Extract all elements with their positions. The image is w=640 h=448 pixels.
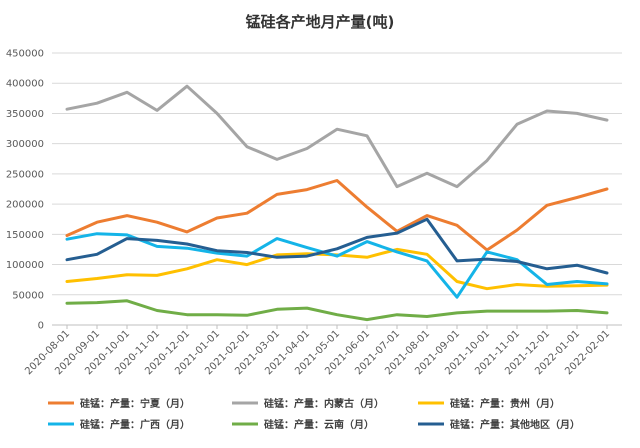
y-tick-label: 400000 [6,79,44,90]
legend-label: 硅锰：产量：广西（月） [80,418,190,431]
y-tick-label: 100000 [6,260,44,271]
y-tick-label: 200000 [6,200,44,211]
legend-label: 硅锰：产量：宁夏（月） [80,397,190,410]
legend-label: 硅锰：产量：内蒙古（月） [264,397,384,410]
y-axis: 0 50000 100000 150000 200000 250000 300000 3500… [6,49,44,332]
y-tick-label: 50000 [12,290,44,301]
series-line-3 [65,232,609,299]
legend-label: 硅锰：产量：其他地区（月） [450,418,580,431]
series-line-1 [65,84,609,189]
y-tick-label: 350000 [6,109,44,120]
legend-item-3: 硅锰：产量：广西（月） [48,418,190,431]
legend-label: 硅锰：产量：贵州（月） [450,397,560,410]
y-tick-label: 150000 [6,230,44,241]
legend-item-5: 硅锰：产量：其他地区（月） [418,418,580,431]
legend-item-1: 硅锰：产量：内蒙古（月） [232,397,384,410]
legend: 硅锰：产量：宁夏（月） 硅锰：产量：内蒙古（月） 硅锰：产量：贵州（月） 硅锰：产量：… [48,397,580,431]
x-axis: 2020-08-012020-09-012020-10-012020-11-01… [23,325,612,377]
chart-title: 锰硅各产地月产量(吨) [246,13,395,31]
legend-item-2: 硅锰：产量：贵州（月） [418,397,560,410]
y-tick-label: 300000 [6,139,44,150]
series-line-4 [65,299,609,322]
series-line-0 [65,179,609,252]
y-tick-label: 250000 [6,169,44,180]
legend-item-4: 硅锰：产量：云南（月） [232,418,374,431]
series-lines [65,84,609,322]
gridlines [52,52,622,326]
y-tick-label: 0 [38,321,44,332]
legend-label: 硅锰：产量：云南（月） [264,418,374,431]
series-line-5 [65,217,609,275]
y-tick-label: 450000 [6,49,44,60]
legend-item-0: 硅锰：产量：宁夏（月） [48,397,190,410]
